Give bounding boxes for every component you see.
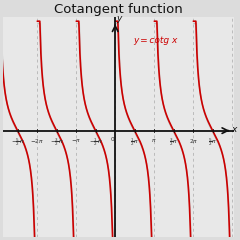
Text: y: y: [116, 14, 121, 23]
Text: $-\frac{1}{2}\pi$: $-\frac{1}{2}\pi$: [89, 137, 103, 148]
Text: x: x: [231, 125, 237, 134]
Text: $\frac{1}{2}\pi$: $\frac{1}{2}\pi$: [130, 137, 139, 148]
Text: 0: 0: [110, 137, 114, 142]
Text: $-\pi$: $-\pi$: [71, 137, 81, 144]
Text: $-\frac{3}{2}\pi$: $-\frac{3}{2}\pi$: [50, 137, 64, 148]
Text: $\frac{3}{2}\pi$: $\frac{3}{2}\pi$: [169, 137, 178, 148]
Text: $-2\pi$: $-2\pi$: [30, 137, 44, 144]
Text: $\pi$: $\pi$: [151, 137, 157, 144]
Title: Cotangent function: Cotangent function: [54, 3, 183, 16]
Text: y = cotg x: y = cotg x: [133, 36, 177, 45]
Text: $\frac{5}{2}\pi$: $\frac{5}{2}\pi$: [208, 137, 217, 148]
Text: $-\frac{5}{2}\pi$: $-\frac{5}{2}\pi$: [11, 137, 25, 148]
Text: $2\pi$: $2\pi$: [189, 137, 198, 144]
